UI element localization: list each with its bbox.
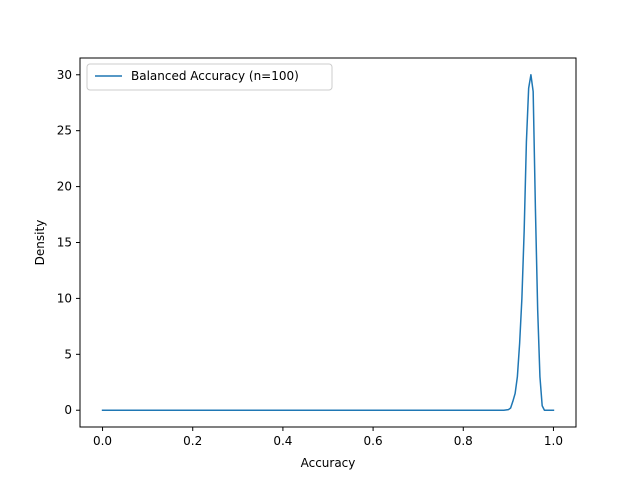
legend-box xyxy=(86,63,333,91)
y-tick-label: 10 xyxy=(57,291,72,305)
x-tick-label: 0.2 xyxy=(183,434,202,448)
x-tick-label: 1.0 xyxy=(544,434,563,448)
x-tick-label: 0.0 xyxy=(93,434,112,448)
legend-label: Balanced Accuracy (n=100) xyxy=(131,69,299,83)
series-line-0 xyxy=(101,74,555,411)
x-tick-label: 0.4 xyxy=(273,434,292,448)
x-tick-label: 0.8 xyxy=(454,434,473,448)
y-tick-label: 25 xyxy=(57,124,72,138)
legend: Balanced Accuracy (n=100) xyxy=(86,63,333,91)
y-tick-label: 30 xyxy=(57,68,72,82)
y-axis-label: Density xyxy=(33,220,47,266)
y-tick-label: 5 xyxy=(64,347,72,361)
x-tick-label: 0.6 xyxy=(364,434,383,448)
x-axis-label: Accuracy xyxy=(301,456,356,470)
y-tick-label: 20 xyxy=(57,180,72,194)
y-tick-label: 0 xyxy=(64,403,72,417)
x-axis: 0.0 0.2 0.4 0.6 0.8 1.0 xyxy=(93,427,563,448)
y-axis: 0 5 10 15 20 25 30 xyxy=(57,68,80,417)
plot-area xyxy=(101,74,555,411)
y-tick-label: 15 xyxy=(57,236,72,250)
